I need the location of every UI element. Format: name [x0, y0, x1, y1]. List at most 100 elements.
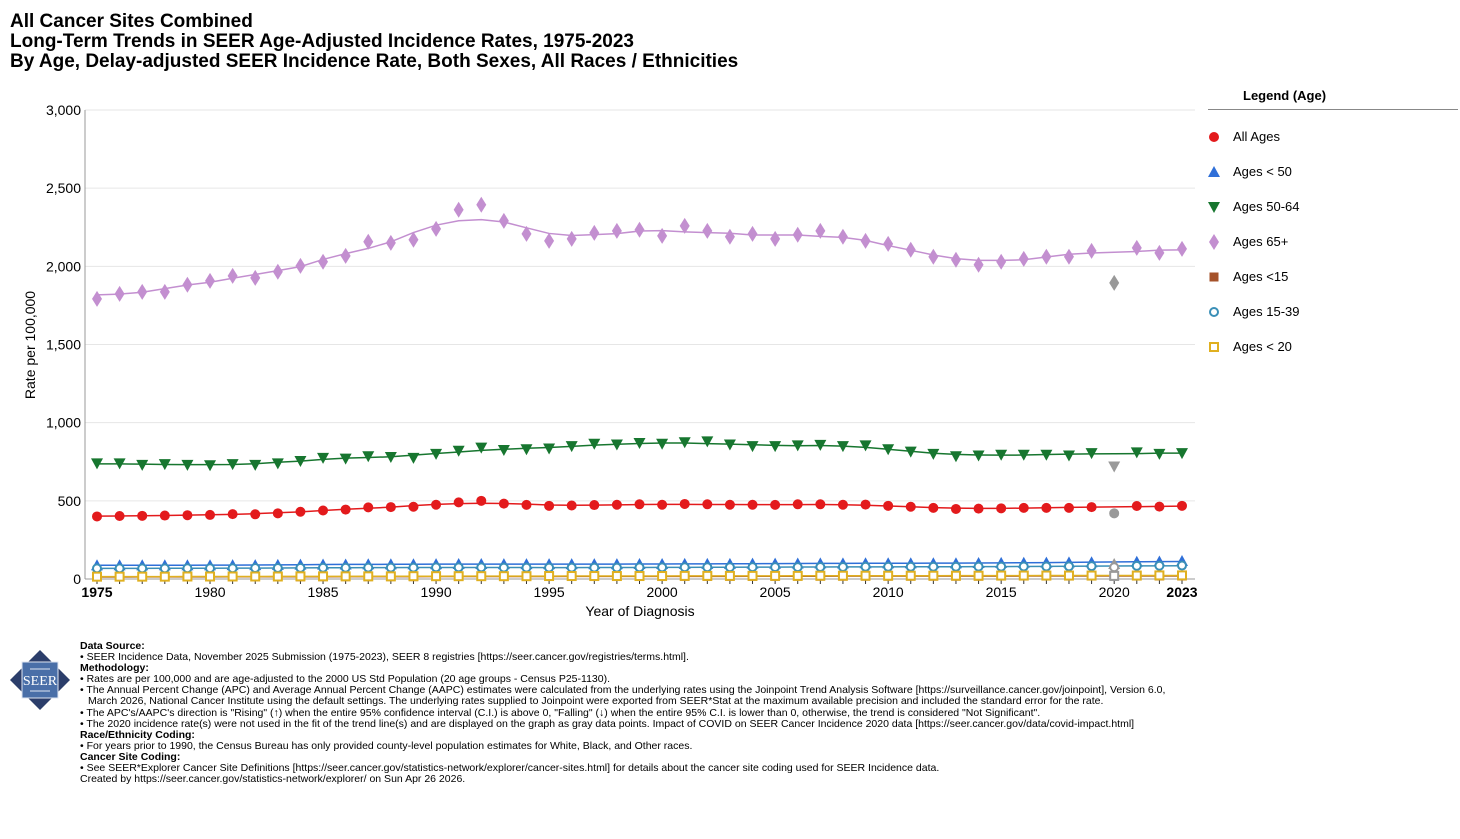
data-point	[431, 562, 442, 573]
methodology-note-4: • The 2020 incidence rate(s) were not us…	[80, 717, 1135, 730]
data-point	[950, 503, 961, 514]
legend-marker-icon	[1209, 272, 1219, 282]
data-point	[317, 452, 330, 464]
data-point	[724, 499, 735, 510]
data-point	[792, 226, 803, 243]
data-point	[159, 571, 170, 582]
data-point	[1086, 502, 1097, 513]
data-point	[589, 571, 600, 582]
y-tick-label: 1,000	[46, 415, 81, 431]
data-point	[815, 222, 826, 239]
data-point	[702, 570, 713, 581]
data-point	[158, 459, 171, 471]
data-point	[792, 499, 803, 510]
data-point	[950, 251, 961, 268]
data-point	[657, 571, 668, 582]
x-tick-label: 2015	[986, 584, 1017, 600]
chart-titles: All Cancer Sites Combined Long-Term Tren…	[10, 12, 738, 72]
chart-subtitle: Long-Term Trends in SEER Age-Adjusted In…	[10, 31, 635, 52]
x-tick-label: 1975	[81, 584, 112, 600]
chart-plot: 0 500 1,000 1,500 2,000 2,500 3,000 1975 1980 198…	[22, 102, 1198, 619]
data-point	[1131, 239, 1142, 256]
data-point	[815, 499, 826, 510]
data-point	[995, 449, 1008, 461]
data-point	[227, 509, 238, 520]
data-point	[521, 571, 532, 582]
data-point	[678, 437, 691, 449]
data-point	[996, 570, 1007, 581]
data-point	[701, 436, 714, 448]
legend-marker	[1209, 132, 1219, 142]
data-point	[318, 253, 329, 270]
data-point	[476, 571, 487, 582]
methodology-note-1: • Rates are per 100,000 and are age-adju…	[80, 673, 610, 686]
data-point	[679, 498, 690, 509]
data-point	[1018, 250, 1029, 267]
data-point	[295, 571, 306, 582]
data-point	[565, 441, 578, 453]
data-point	[905, 561, 916, 572]
data-point	[996, 561, 1007, 572]
data-point	[136, 459, 149, 471]
data-point	[634, 562, 645, 573]
created-by: Created by https://seer.cancer.gov/stati…	[80, 773, 466, 786]
data-point	[1086, 242, 1097, 259]
methodology-note-2: • The Annual Percent Change (APC) and Av…	[80, 684, 1166, 708]
data-point	[385, 562, 396, 573]
data-point	[859, 440, 872, 452]
data-point	[159, 283, 170, 300]
data-point	[1154, 560, 1165, 571]
data-point	[611, 562, 622, 573]
gray-data-point	[1109, 570, 1120, 581]
data-point	[430, 448, 443, 460]
data-point	[657, 562, 668, 573]
data-point	[724, 570, 735, 581]
data-point	[92, 563, 102, 574]
data-point	[950, 570, 961, 581]
data-point	[475, 442, 488, 454]
series-ages-20	[92, 570, 1187, 582]
data-point	[883, 235, 894, 252]
data-point	[747, 225, 758, 242]
data-point	[679, 562, 690, 573]
data-point	[769, 441, 782, 453]
data-point	[113, 458, 126, 470]
data-point	[1153, 448, 1166, 460]
data-point	[723, 439, 736, 451]
data-point	[792, 562, 803, 573]
data-point	[860, 570, 871, 581]
data-point	[340, 571, 351, 582]
y-tick-label: 2,000	[46, 258, 81, 274]
x-tick-label: 1995	[534, 584, 565, 600]
data-point	[996, 253, 1007, 270]
data-point	[791, 440, 804, 452]
data-point	[836, 441, 849, 453]
legend-item-label: Ages 65+	[1233, 234, 1289, 249]
data-point	[227, 563, 238, 574]
legend-item-label: Ages 50-64	[1233, 199, 1300, 214]
site-heading: Cancer Site Coding:	[80, 750, 181, 763]
data-point	[544, 571, 555, 582]
data-point	[363, 502, 374, 513]
data-point	[1154, 244, 1165, 261]
data-point	[318, 571, 329, 582]
data-point	[272, 571, 283, 582]
data-point	[408, 562, 419, 573]
data-point	[634, 499, 645, 510]
data-point	[837, 570, 848, 581]
data-point	[159, 510, 170, 521]
data-point	[431, 571, 442, 582]
legend-item-label: Ages <15	[1233, 269, 1289, 284]
data-point	[159, 563, 170, 574]
data-point	[1154, 501, 1165, 512]
data-point	[137, 510, 148, 521]
data-point	[566, 230, 577, 247]
x-tick-label: 2010	[873, 584, 904, 600]
data-source-text: • SEER Incidence Data, November 2025 Sub…	[80, 651, 689, 664]
data-point	[1131, 500, 1142, 511]
data-point	[1018, 561, 1029, 572]
data-point	[453, 497, 464, 508]
data-point	[543, 443, 556, 455]
y-axis-label: Rate per 100,000	[22, 291, 38, 399]
data-point	[498, 562, 509, 573]
